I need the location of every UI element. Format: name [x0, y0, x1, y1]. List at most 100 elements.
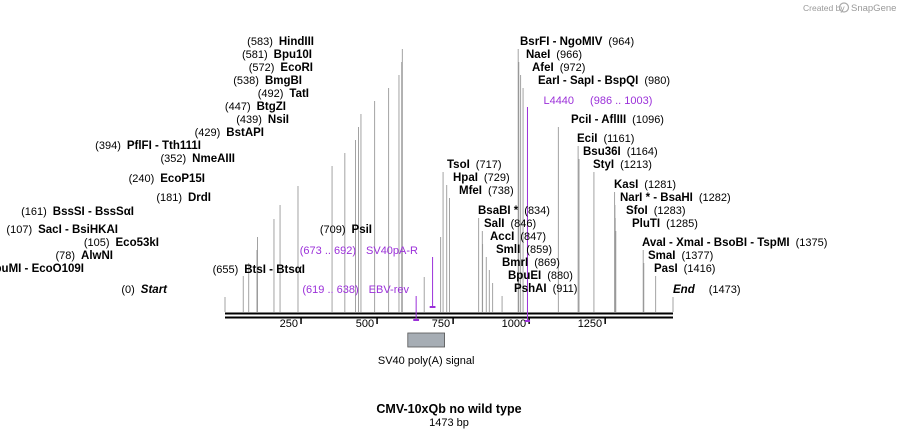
site-name: PasI: [654, 263, 678, 275]
site-position: (717): [476, 159, 502, 171]
site-position: (880): [547, 270, 573, 282]
site-position: (492): [258, 88, 284, 100]
site-sali: SalI (846): [484, 218, 536, 230]
site-naei: NaeI (966): [526, 49, 582, 61]
primer-name: SV40pA-R: [366, 245, 418, 257]
site-position: (240): [129, 173, 155, 185]
site-position: (1285): [666, 218, 698, 230]
site-position: (966): [556, 49, 582, 61]
site-bsssi-bsss-i: (161) BssSI - BssSαI: [21, 206, 134, 218]
site-position: (1161): [603, 133, 634, 145]
site-position: (869): [534, 257, 560, 269]
site-position: (972): [560, 62, 586, 74]
site-position: (980): [644, 75, 670, 87]
site-position: (394): [95, 140, 121, 152]
site-name: Bsu36I: [583, 146, 621, 158]
site-btgzi: (447) BtgZI: [225, 101, 286, 113]
site-position: (181): [156, 192, 182, 204]
site-ppumi-ecoo109i: (60)PpuMI - EcoO109I: [0, 263, 84, 275]
site-name: PpuMI - EcoO109I: [0, 263, 84, 275]
site-name: EcoP15I: [160, 173, 205, 185]
site-bpu10i: (581) Bpu10I: [242, 49, 312, 61]
site-position: (1375): [796, 237, 828, 249]
site-labels: (0)Start(60)PpuMI - EcoO109I(78)AlwNI(10…: [0, 36, 827, 296]
site-position: (572): [249, 62, 275, 74]
site-name: SalI: [484, 218, 504, 230]
site-name: StyI: [593, 159, 614, 171]
site-name: Eco53kI: [116, 237, 159, 249]
site-name: MfeI: [459, 185, 482, 197]
site-position: (352): [160, 153, 186, 165]
feature-sv40-poly-a-signal: [407, 332, 445, 348]
site-name: PsiI: [352, 224, 372, 236]
site-ecop15i: (240) EcoP15I: [129, 173, 205, 185]
site-position: (847): [520, 231, 546, 243]
site-drdi: (181) DrdI: [156, 192, 211, 204]
axis-tick-label: 1250: [578, 318, 602, 330]
site-name: NaeI: [526, 49, 550, 61]
site-name: BtsI - BtsαI: [244, 264, 305, 276]
site-name: NmeAIII: [192, 153, 235, 165]
site-position: (1416): [684, 263, 716, 275]
site-name: NsiI: [268, 114, 289, 126]
site-position: (0): [121, 284, 134, 296]
primers: (673 .. 692) SV40pA-R (619 .. 638) EBV-rev L…: [300, 95, 652, 322]
site-hindiii: (583) HindIII: [247, 36, 314, 48]
site-afei: AfeI (972): [532, 62, 585, 74]
site-name: SmaI: [648, 250, 676, 262]
site-position: (105): [84, 237, 110, 249]
axis-tick-label: 1000: [502, 318, 526, 330]
site-position: (738): [488, 185, 514, 197]
site-name: SmlI: [496, 244, 520, 256]
site-bsu36i: Bsu36I (1164): [583, 146, 658, 158]
site-bsrfi-ngomiv: BsrFI - NgoMIV (964): [520, 36, 634, 48]
site-btsi-bts-i: (655) BtsI - BtsαI: [213, 264, 305, 276]
site-position: (709): [320, 224, 346, 236]
site-name: AvaI - XmaI - BsoBI - TspMI: [642, 237, 790, 249]
axis-tick-label: 250: [280, 318, 298, 330]
site-name: HpaI: [453, 172, 478, 184]
site-nari-bsahi: NarI * - BsaHI (1282): [620, 192, 731, 204]
site-nmeaiii: (352) NmeAIII: [160, 153, 235, 165]
sequence-backbone: [225, 312, 673, 319]
site-position: (78): [55, 250, 75, 262]
site-tati: (492) TatI: [258, 88, 309, 100]
primer-l4440: L4440 (986 .. 1003): [543, 95, 652, 107]
primer-range: (619 .. 638): [302, 284, 358, 296]
site-eari-sapi-bspqi: EarI - SapI - BspQI (980): [538, 75, 670, 87]
site-position: (859): [526, 244, 552, 256]
site-position: (161): [21, 206, 47, 218]
site-name: SacI - BsiHKAI: [38, 224, 118, 236]
site-smli: SmlI (859): [496, 244, 552, 256]
site-pcii-afliii: PciI - AflIII (1096): [571, 114, 664, 126]
site-position: (1377): [682, 250, 714, 262]
site-end: End (1473): [673, 284, 741, 296]
site-kasi: KasI (1281): [614, 179, 676, 191]
site-start: (0) Start: [121, 284, 168, 296]
site-position: (1096): [632, 114, 664, 126]
site-position: (911): [553, 283, 578, 295]
site-ecii: EciI (1161): [577, 133, 634, 145]
site-position: (439): [236, 114, 262, 126]
site-name: BsaBI *: [478, 205, 519, 217]
credit-brand: SnapGene: [851, 3, 896, 14]
site-styi: StyI (1213): [593, 159, 652, 171]
site-position: (964): [608, 36, 634, 48]
site-name: PshAI: [514, 283, 547, 295]
site-name: End: [673, 284, 696, 296]
site-name: EcoRI: [280, 62, 313, 74]
site-ecori: (572) EcoRI: [249, 62, 313, 74]
primer-sv40pa-r: (673 .. 692) SV40pA-R: [300, 245, 418, 257]
site-position: (1281): [644, 179, 676, 191]
primer-range: (673 .. 692): [300, 245, 356, 257]
site-name: PciI - AflIII: [571, 114, 626, 126]
site-position: (1164): [627, 146, 658, 158]
site-pflfi-tth111i: (394) PflFI - Tth111I: [95, 140, 201, 152]
site-acci: AccI (847): [490, 231, 546, 243]
snapgene-credit: Created by SnapGene: [803, 2, 896, 14]
site-position: (729): [484, 172, 510, 184]
site-position: (1282): [699, 192, 731, 204]
snapgene-logo-icon: [838, 2, 850, 13]
site-name: TatI: [289, 88, 309, 100]
